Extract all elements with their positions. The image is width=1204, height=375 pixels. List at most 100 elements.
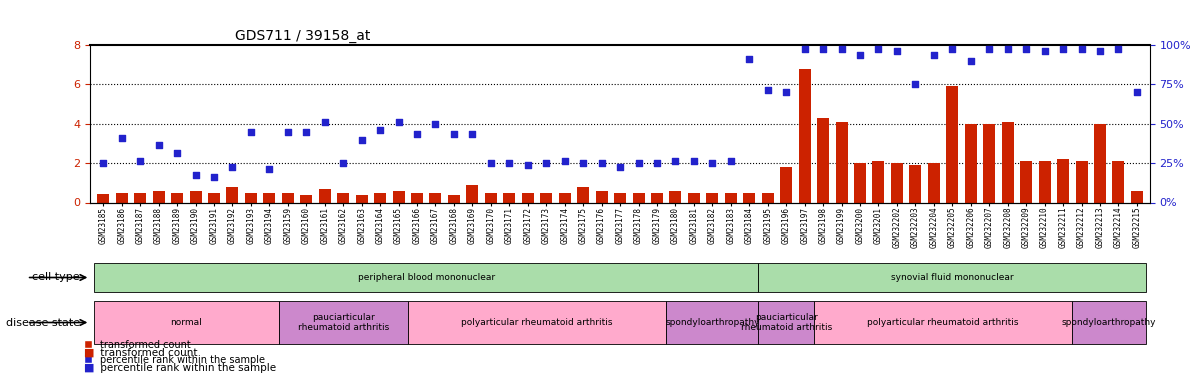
- Point: [205, 174, 224, 180]
- Bar: [1002, 122, 1014, 202]
- Legend: transformed count, percentile rank within the sample: transformed count, percentile rank withi…: [81, 336, 268, 369]
- Point: [426, 121, 445, 127]
- Point: [1091, 48, 1110, 54]
- FancyBboxPatch shape: [278, 302, 408, 344]
- Bar: [651, 193, 663, 202]
- Text: peripheral blood mononuclear: peripheral blood mononuclear: [358, 273, 495, 282]
- Bar: [687, 193, 700, 202]
- Bar: [707, 193, 719, 202]
- Point: [814, 46, 833, 52]
- Bar: [873, 161, 885, 202]
- Bar: [98, 194, 110, 202]
- Text: cell type: cell type: [33, 273, 79, 282]
- Point: [149, 142, 169, 148]
- Point: [943, 46, 962, 52]
- Bar: [337, 193, 349, 202]
- Bar: [964, 124, 976, 202]
- Point: [444, 130, 464, 136]
- Text: polyarticular rheumatoid arthritis: polyarticular rheumatoid arthritis: [867, 318, 1019, 327]
- Point: [905, 81, 925, 87]
- Point: [703, 160, 722, 166]
- Point: [1016, 46, 1035, 52]
- Point: [980, 46, 999, 52]
- Point: [185, 172, 205, 178]
- Text: spondyloarthropathy: spondyloarthropathy: [1062, 318, 1157, 327]
- Bar: [1039, 161, 1051, 202]
- Point: [832, 46, 851, 52]
- Point: [352, 136, 371, 142]
- Bar: [762, 193, 774, 202]
- FancyBboxPatch shape: [759, 302, 814, 344]
- Text: ■: ■: [84, 363, 95, 373]
- Point: [592, 160, 612, 166]
- Bar: [171, 193, 183, 202]
- Point: [537, 160, 556, 166]
- Bar: [300, 195, 312, 202]
- Bar: [503, 193, 515, 202]
- Point: [887, 48, 907, 54]
- Point: [223, 164, 242, 170]
- Bar: [448, 195, 460, 202]
- Bar: [466, 185, 478, 202]
- Point: [482, 160, 501, 166]
- Point: [407, 130, 426, 136]
- Point: [739, 56, 759, 62]
- Bar: [1131, 190, 1143, 202]
- Point: [648, 160, 667, 166]
- Text: synovial fluid mononuclear: synovial fluid mononuclear: [891, 273, 1014, 282]
- FancyBboxPatch shape: [94, 263, 759, 292]
- Point: [555, 158, 574, 164]
- FancyBboxPatch shape: [814, 302, 1073, 344]
- Point: [1054, 46, 1073, 52]
- Bar: [632, 193, 644, 202]
- Text: pauciarticular
rheumatoid arthritis: pauciarticular rheumatoid arthritis: [740, 313, 832, 332]
- Bar: [596, 190, 608, 202]
- Bar: [319, 189, 331, 202]
- Point: [462, 130, 482, 136]
- Bar: [226, 187, 238, 202]
- Bar: [725, 193, 737, 202]
- Point: [241, 129, 260, 135]
- Point: [334, 160, 353, 166]
- Bar: [559, 193, 571, 202]
- Bar: [909, 165, 921, 202]
- Bar: [282, 193, 294, 202]
- Bar: [264, 193, 276, 202]
- Text: polyarticular rheumatoid arthritis: polyarticular rheumatoid arthritis: [461, 318, 613, 327]
- Point: [961, 58, 980, 64]
- Point: [573, 160, 592, 166]
- FancyBboxPatch shape: [408, 302, 666, 344]
- Point: [666, 158, 685, 164]
- Point: [998, 46, 1017, 52]
- Bar: [244, 193, 256, 202]
- Point: [721, 158, 740, 164]
- Bar: [984, 124, 996, 202]
- Text: ■  transformed count: ■ transformed count: [84, 348, 197, 358]
- Bar: [374, 193, 386, 202]
- Bar: [1112, 161, 1125, 202]
- Point: [296, 129, 315, 135]
- Bar: [430, 193, 442, 202]
- Bar: [798, 69, 810, 203]
- Bar: [614, 193, 626, 202]
- Bar: [1094, 124, 1106, 202]
- Point: [1109, 46, 1128, 52]
- Point: [628, 160, 648, 166]
- Point: [130, 158, 149, 164]
- Point: [925, 52, 944, 58]
- Point: [278, 129, 297, 135]
- Bar: [1057, 159, 1069, 203]
- Point: [500, 160, 519, 166]
- Bar: [485, 193, 497, 202]
- Text: ■: ■: [84, 348, 95, 358]
- Bar: [928, 163, 940, 202]
- Text: normal: normal: [171, 318, 202, 327]
- Bar: [946, 86, 958, 202]
- Point: [315, 119, 335, 125]
- Bar: [891, 163, 903, 202]
- Point: [1127, 89, 1146, 95]
- Point: [684, 158, 703, 164]
- Point: [610, 164, 630, 170]
- Point: [167, 150, 187, 156]
- Bar: [1020, 161, 1032, 202]
